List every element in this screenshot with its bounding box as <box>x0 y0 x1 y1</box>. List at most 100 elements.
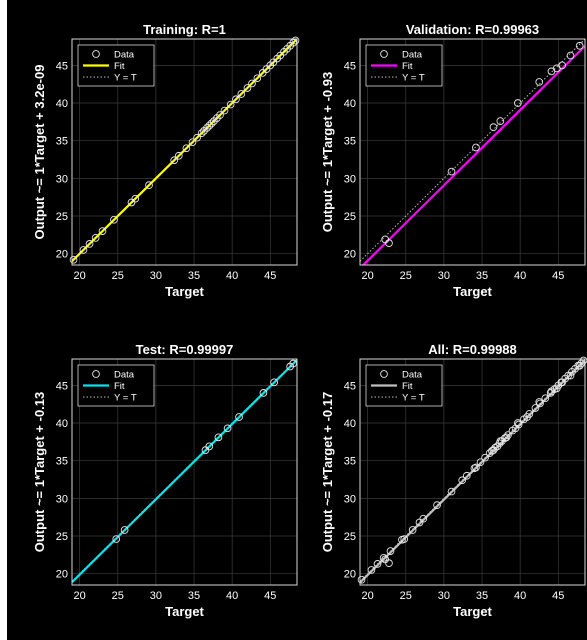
all-data-point <box>447 487 456 496</box>
test-x-tick-label: 25 <box>112 590 124 602</box>
training-y-axis-label: Output ~= 1*Target + 3.2e-09 <box>32 65 47 240</box>
validation-axes-box <box>359 38 586 266</box>
all-data-point <box>379 554 388 562</box>
validation-data-point <box>496 117 505 125</box>
training-data-point <box>203 124 211 132</box>
training-legend-label: Data <box>114 50 135 61</box>
all-data-point <box>525 410 534 418</box>
regression-figure: 20 25 30 35 40 45 20 25 30 35 40 45 Training: R=1 Tar… <box>7 0 587 640</box>
test-legend-label: Fit <box>114 381 125 392</box>
all-data-point <box>481 453 489 462</box>
all-data-point <box>535 398 544 406</box>
test-axes-box <box>71 358 298 586</box>
validation-x-tick-label: 40 <box>514 270 526 282</box>
test-data-point <box>270 378 278 387</box>
training-x-tick-label: 45 <box>264 270 276 282</box>
test-fit-line <box>72 359 297 583</box>
all-x-tick-label: 20 <box>362 590 374 602</box>
validation-x-tick-label: 45 <box>552 270 564 282</box>
validation-y-tick-label: 25 <box>344 211 356 223</box>
training-data-point <box>216 111 224 119</box>
test-x-tick-label: 20 <box>74 590 86 602</box>
test-data-point <box>259 389 268 397</box>
all-data-point <box>536 399 544 408</box>
training-x-tick-label: 30 <box>150 270 162 282</box>
training-data-point <box>182 144 191 153</box>
all-data-point <box>514 420 523 429</box>
training-data-point <box>188 138 197 147</box>
training-data-point <box>197 129 206 138</box>
training-data-point <box>291 36 300 45</box>
test-y-tick-label: 40 <box>56 418 68 430</box>
training-data-point <box>85 240 94 248</box>
training-legend-label: Y = T <box>114 73 137 84</box>
training-y-tick-label: 45 <box>56 60 68 72</box>
validation-y-tick-label: 35 <box>344 136 356 148</box>
training-y-tick-label: 40 <box>56 98 68 110</box>
training-data-point <box>248 79 256 88</box>
all-data-point <box>531 404 540 412</box>
training-data-point <box>69 255 78 264</box>
training-data-point <box>237 90 246 98</box>
validation-data-point <box>535 78 544 86</box>
training-x-tick-label: 35 <box>188 270 200 282</box>
validation-x-tick-label: 35 <box>476 270 488 282</box>
all-data-point <box>491 444 499 452</box>
test-y-tick-label: 35 <box>56 456 68 468</box>
test-title: Test: R=0.99997 <box>136 342 234 357</box>
test-legend-label: Y = T <box>114 393 137 404</box>
training-y-tick-label: 20 <box>56 249 68 261</box>
test-x-axis-label: Target <box>165 604 204 619</box>
test-legend-data-marker <box>92 370 100 378</box>
training-data-point <box>226 100 235 109</box>
all-legend-label: Y = T <box>402 393 425 404</box>
all-x-tick-label: 30 <box>438 590 450 602</box>
validation-y-tick-label: 20 <box>344 249 356 261</box>
validation-legend-data-marker <box>380 50 388 58</box>
training-y-tick-label: 35 <box>56 136 68 148</box>
regression-plots-canvas: 20 25 30 35 40 45 20 25 30 35 40 45 Training: R=1 Tar… <box>32 22 587 619</box>
validation-fit-line <box>361 45 585 265</box>
training-y-tick-label: 30 <box>56 173 68 185</box>
training-data-point <box>79 246 88 254</box>
test-x-tick-label: 30 <box>150 590 162 602</box>
training-legend-label: Fit <box>114 61 125 72</box>
test-legend-box <box>77 364 155 407</box>
all-data-point <box>419 514 428 523</box>
panel-validation: 20 25 30 35 40 45 20 25 30 35 40 45 Validation: R=0.… <box>320 22 586 299</box>
all-data-point <box>476 458 485 467</box>
validation-data-point <box>514 99 522 107</box>
all-y-tick-label: 40 <box>344 418 356 430</box>
all-title: All: R=0.99988 <box>428 342 517 357</box>
all-data-point <box>400 535 409 543</box>
test-y-tick-label: 25 <box>56 531 68 543</box>
test-x-tick-label: 40 <box>226 590 238 602</box>
training-data-point <box>131 194 140 203</box>
test-data-point <box>112 535 121 543</box>
training-axes-box <box>71 38 298 266</box>
training-data-point <box>170 156 179 165</box>
training-data-point <box>145 181 153 189</box>
test-data-point <box>214 433 223 442</box>
panel-all: 20 25 30 35 40 45 20 25 30 35 40 45 All: R=0.99988 Ta… <box>320 342 587 619</box>
validation-data-point <box>566 51 575 60</box>
validation-x-tick-label: 25 <box>400 270 412 282</box>
test-data-point <box>205 442 214 451</box>
test-data-point <box>120 526 129 534</box>
training-x-axis-label: Target <box>165 284 204 299</box>
validation-data-point <box>575 41 584 50</box>
validation-x-tick-label: 30 <box>438 270 450 282</box>
validation-legend-label: Y = T <box>402 73 425 84</box>
training-y-tick-label: 25 <box>56 211 68 223</box>
all-x-tick-label: 45 <box>552 590 564 602</box>
training-x-tick-label: 25 <box>112 270 124 282</box>
all-data-point <box>385 559 393 568</box>
test-x-tick-label: 45 <box>264 590 276 602</box>
all-data-point <box>462 471 471 480</box>
training-legend-data-marker <box>92 50 100 58</box>
all-data-point <box>541 394 550 403</box>
all-data-point <box>367 566 376 574</box>
